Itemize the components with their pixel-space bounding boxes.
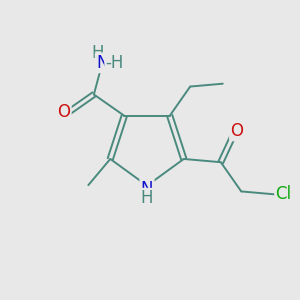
Text: N: N xyxy=(141,180,153,198)
Text: H: H xyxy=(141,189,153,207)
Text: N: N xyxy=(96,54,109,72)
Text: O: O xyxy=(57,103,70,122)
Text: Cl: Cl xyxy=(276,185,292,203)
Text: -H: -H xyxy=(106,54,124,72)
Text: H: H xyxy=(92,44,104,62)
Text: O: O xyxy=(230,122,243,140)
